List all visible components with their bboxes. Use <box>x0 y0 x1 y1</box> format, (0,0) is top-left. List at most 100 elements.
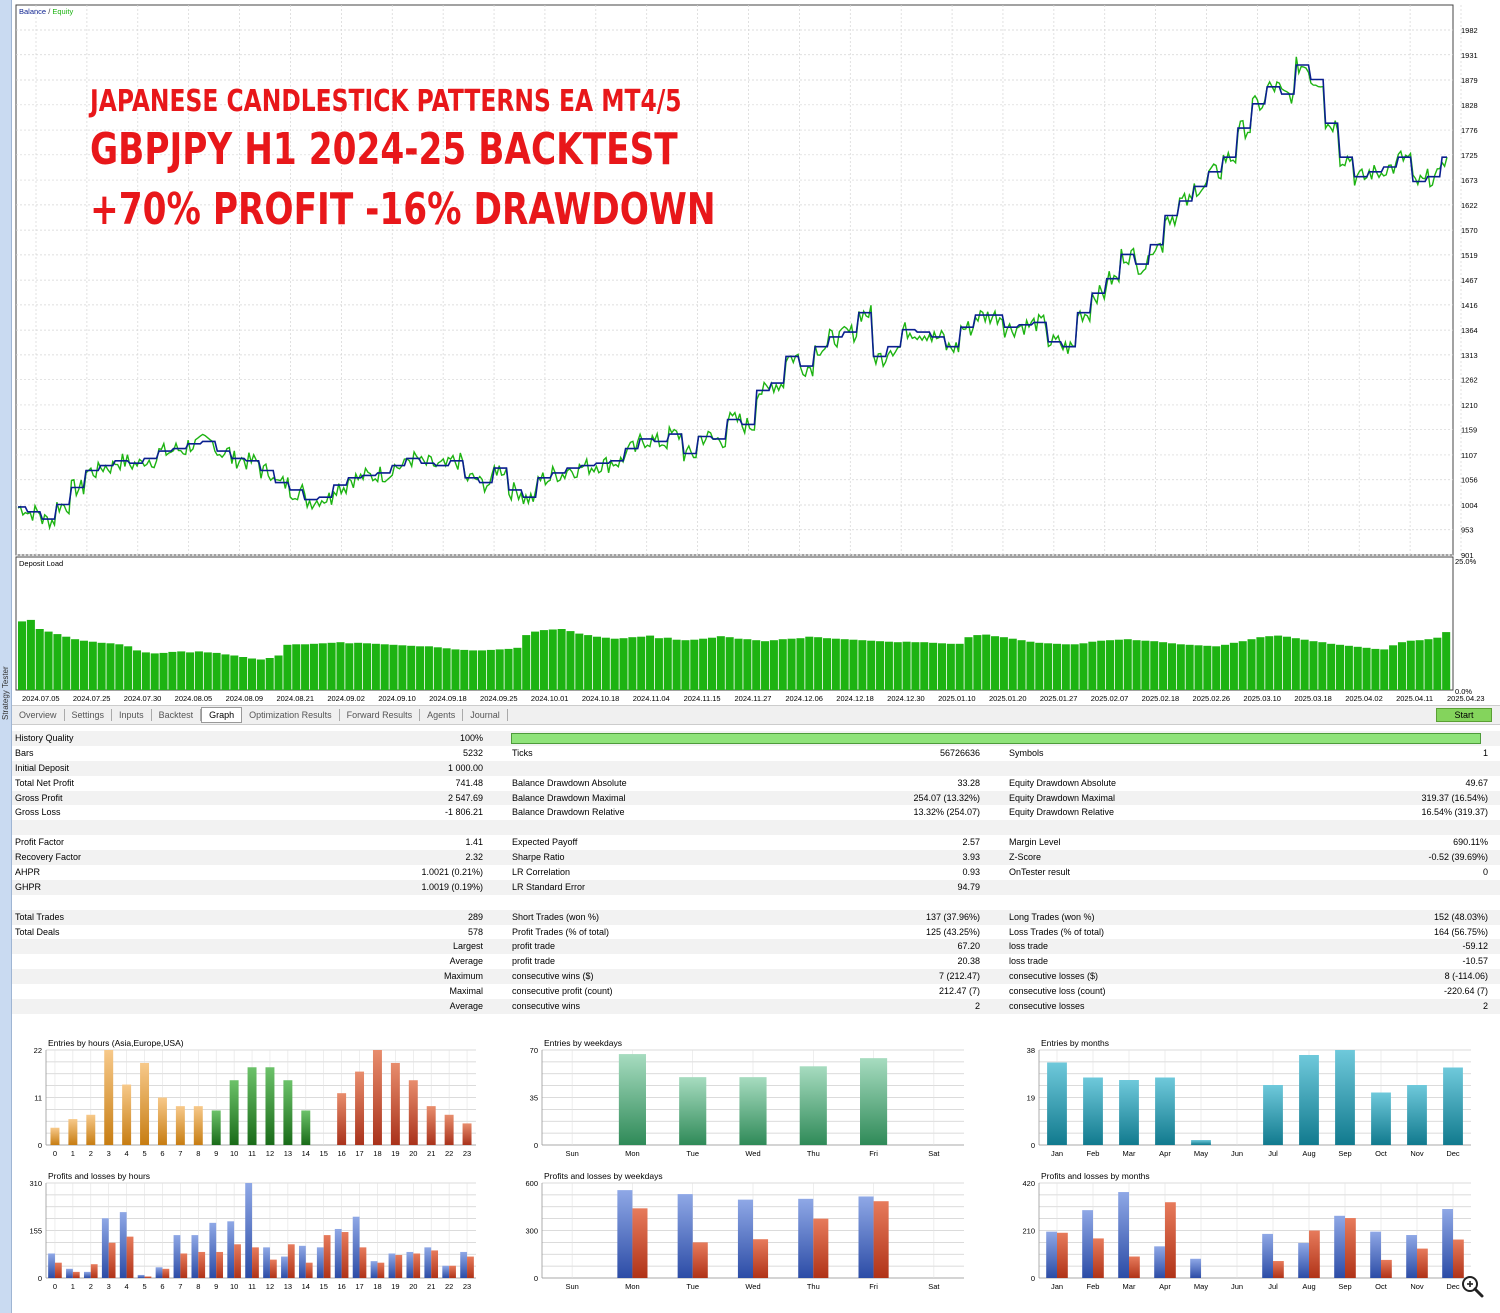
balance-dd-maximal-value: 254.07 (13.32%) <box>913 792 980 803</box>
deposit-bar <box>504 648 513 690</box>
deposit-bar <box>946 643 955 690</box>
deposit-bar <box>1159 642 1168 690</box>
profit-bar <box>298 1245 306 1278</box>
loss-bar <box>359 1247 367 1278</box>
deposit-bar <box>35 629 44 690</box>
x-tick-label: 15 <box>320 1282 328 1291</box>
total-deals-label: Total Deals <box>15 926 60 937</box>
profit-bar <box>83 1271 91 1278</box>
x-tick-label: 2024.08.09 <box>226 694 264 703</box>
deposit-bar <box>424 646 433 690</box>
ahpr-value: 1.0021 (0.21%) <box>421 867 483 878</box>
deposit-bar <box>1291 638 1300 690</box>
legend-equity: Equity <box>52 7 73 16</box>
profit-bar <box>1082 1210 1093 1278</box>
x-tick-label: 0 <box>53 1282 57 1291</box>
max-consecutive-losses-label: consecutive losses ($) <box>1009 971 1099 982</box>
gross-loss-label: Gross Loss <box>15 807 61 818</box>
deposit-bar <box>371 643 380 690</box>
tab-inputs[interactable]: Inputs <box>112 709 152 721</box>
start-button[interactable]: Start <box>1436 708 1492 722</box>
deposit-bar <box>884 641 893 690</box>
recovery-factor-value: 2.32 <box>465 852 483 863</box>
entries-bar <box>1371 1092 1391 1145</box>
entries-bar <box>1047 1062 1067 1145</box>
maximal-consecutive-loss-label: consecutive loss (count) <box>1009 986 1106 997</box>
entries-bar <box>1299 1055 1319 1145</box>
tab-graph[interactable]: Graph <box>201 707 243 723</box>
deposit-bar <box>1088 641 1097 690</box>
sharpe-ratio-label: Sharpe Ratio <box>512 852 565 863</box>
equity-dd-maximal-value: 319.37 (16.54%) <box>1421 792 1488 803</box>
tab-backtest[interactable]: Backtest <box>152 709 202 721</box>
profit-bar <box>798 1198 814 1278</box>
profit-bar <box>1118 1192 1129 1278</box>
bars-label: Bars <box>15 747 34 758</box>
x-tick-label: 19 <box>391 1149 399 1158</box>
distribution-charts: Entries by hours (Asia,Europe,USA)221100… <box>29 1038 1471 1291</box>
tab-forward-results[interactable]: Forward Results <box>340 709 421 721</box>
deposit-bar <box>849 639 858 690</box>
y-tick-label: 1570 <box>1461 226 1478 235</box>
total-net-profit-label: Total Net Profit <box>15 777 75 788</box>
entries-bar <box>1119 1080 1139 1145</box>
deposit-bar <box>1141 640 1150 690</box>
x-tick-label: 8 <box>196 1149 200 1158</box>
average-loss-trade-label: loss trade <box>1009 956 1049 967</box>
lr-correlation-value: 0.93 <box>962 867 980 878</box>
x-tick-label: 5 <box>142 1149 146 1158</box>
tab-settings[interactable]: Settings <box>65 709 113 721</box>
x-tick-label: Sun <box>565 1282 578 1291</box>
profit-bar <box>1154 1246 1165 1278</box>
entries-bar <box>86 1114 96 1145</box>
profit-bar <box>66 1268 73 1278</box>
entries-bar <box>408 1080 418 1145</box>
x-tick-label: Fri <box>869 1149 878 1158</box>
deposit-bar <box>239 657 248 690</box>
y-tick-label: 1467 <box>1461 276 1478 285</box>
chart-title: Profits and losses by months <box>1041 1171 1150 1181</box>
x-tick-label: Fri <box>869 1282 878 1291</box>
bars-value: 5232 <box>462 747 483 758</box>
legend-separator: / <box>46 7 52 16</box>
deposit-bar <box>761 641 770 690</box>
profit-bar <box>442 1265 450 1278</box>
x-tick-label: 0 <box>53 1149 57 1158</box>
x-tick-label: Jun <box>1231 1149 1243 1158</box>
side-panel-strip: Strategy Tester <box>0 0 12 1313</box>
loss-bar <box>873 1201 889 1278</box>
x-tick-label: 16 <box>337 1282 345 1291</box>
loss-bar <box>449 1265 456 1278</box>
x-tick-label: 2025.04.11 <box>1396 694 1433 703</box>
profit-bar <box>191 1235 199 1278</box>
deposit-bar <box>486 649 495 690</box>
deposit-bar <box>71 639 80 690</box>
profit-trades-value: 125 (43.25%) <box>925 926 980 937</box>
y-tick-label: 0 <box>534 1141 538 1150</box>
history-quality-label: History Quality <box>15 733 74 743</box>
maximal-consecutive-profit-value: 212.47 (7) <box>938 986 980 997</box>
deposit-bar <box>327 642 336 690</box>
x-tick-label: 2024.07.05 <box>22 694 60 703</box>
x-tick-label: 2 <box>89 1282 93 1291</box>
deposit-bar <box>1336 644 1345 690</box>
deposit-bar <box>274 655 283 690</box>
equity-dd-relative-value: 16.54% (319.37) <box>1421 807 1488 818</box>
x-tick-label: 2 <box>89 1149 93 1158</box>
y-tick-label: 300 <box>525 1227 538 1236</box>
deposit-bar <box>991 636 1000 690</box>
tab-overview[interactable]: Overview <box>12 709 65 721</box>
tab-optimization-results[interactable]: Optimization Results <box>242 709 340 721</box>
x-tick-label: Feb <box>1087 1282 1100 1291</box>
report-spacer <box>12 820 1500 836</box>
profit-bar <box>263 1247 270 1278</box>
profit-bar <box>677 1194 693 1278</box>
deposit-bar <box>778 639 787 690</box>
chart-title: Entries by hours (Asia,Europe,USA) <box>48 1038 184 1048</box>
zoom-in-icon[interactable] <box>1459 1273 1485 1299</box>
average-profit-trade-value: 20.38 <box>957 956 980 967</box>
largest-profit-trade-label: profit trade <box>512 941 556 952</box>
tab-agents[interactable]: Agents <box>420 709 464 721</box>
profit-bar <box>316 1247 324 1278</box>
tab-journal[interactable]: Journal <box>463 709 508 721</box>
